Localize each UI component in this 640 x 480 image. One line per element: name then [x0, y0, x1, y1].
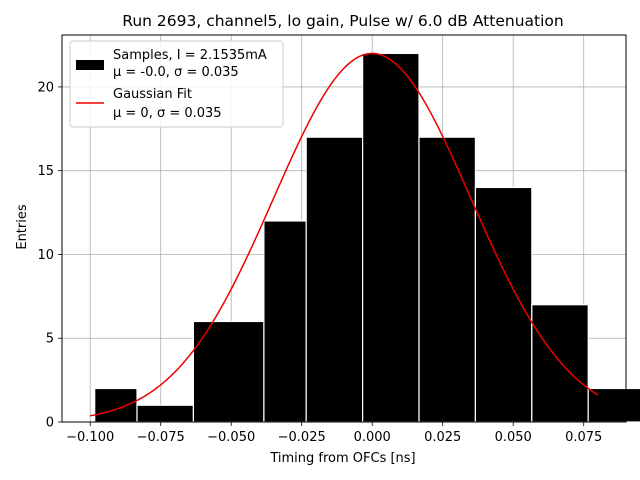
histogram-bar	[94, 387, 138, 423]
histogram-bar	[474, 186, 533, 423]
x-tick-label: 0.000	[354, 430, 391, 445]
x-axis-label: Timing from OFCs [ns]	[269, 451, 415, 466]
histogram-bar	[362, 52, 420, 423]
x-tick-label: 0.025	[424, 430, 461, 445]
y-tick-label: 0	[46, 416, 54, 431]
histogram-bar	[305, 136, 364, 423]
x-tick-label: −0.050	[207, 430, 255, 445]
legend-frame	[69, 40, 284, 128]
gaussian-fit-line	[90, 52, 599, 417]
y-tick-label: 15	[37, 164, 54, 179]
x-axis-ticks: −0.100 −0.075 −0.050 −0.025 0.000 0.025 0.050 0…	[66, 422, 602, 445]
y-tick-label: 10	[37, 248, 54, 263]
legend-fit-stats: μ = 0, σ = 0.035	[113, 106, 222, 121]
legend-histogram-swatch	[76, 60, 104, 70]
x-tick-label: 0.050	[495, 430, 532, 445]
y-axis-label: Entries	[15, 204, 30, 250]
histogram-bar	[531, 304, 589, 423]
x-tick-label: −0.025	[278, 430, 326, 445]
x-tick-label: −0.100	[66, 430, 114, 445]
y-tick-label: 5	[46, 332, 54, 347]
histogram-bar	[263, 220, 307, 423]
x-tick-label: −0.075	[137, 430, 185, 445]
legend-histogram-stats: μ = -0.0, σ = 0.035	[113, 65, 239, 80]
x-tick-label: 0.075	[565, 430, 602, 445]
histogram-bars	[94, 52, 640, 423]
plot-frame	[61, 34, 627, 423]
histogram-bar	[192, 320, 265, 423]
histogram-bar	[136, 404, 195, 423]
histogram-bar	[418, 136, 477, 423]
legend: Samples, I = 2.1535mA μ = -0.0, σ = 0.03…	[69, 40, 284, 128]
legend-fit-label: Gaussian Fit	[113, 87, 192, 102]
chart-title: Run 2693, channel5, lo gain, Pulse w/ 6.…	[122, 12, 563, 30]
y-tick-label: 20	[37, 80, 54, 95]
y-axis-ticks: 0 5 10 15 20	[37, 80, 62, 431]
legend-histogram-label: Samples, I = 2.1535mA	[113, 48, 267, 63]
